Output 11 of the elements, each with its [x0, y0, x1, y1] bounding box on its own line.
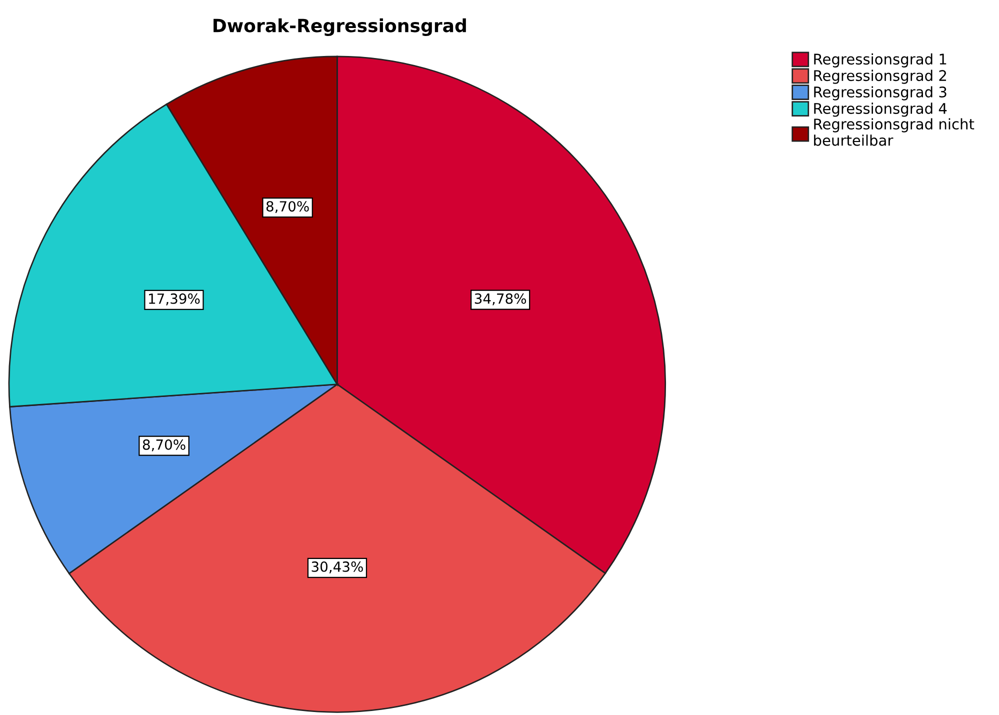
legend-label: Regressionsgrad 3 [814, 86, 946, 100]
legend-label: Regressionsgrad 2 [814, 70, 946, 84]
data-label: 34,78% [474, 293, 526, 306]
data-label: 8,70% [142, 439, 186, 452]
chart-title: Dworak-Regressionsgrad [214, 18, 466, 36]
legend-label: Regressionsgrad 4 [814, 102, 947, 117]
legend-label: Regressionsgrad nicht beurteilbar [814, 118, 974, 146]
data-label: 30,43% [312, 561, 363, 574]
legend-label: Regressionsgrad 1 [814, 53, 946, 68]
data-label: 17,39% [149, 293, 200, 306]
data-label: 8,70% [266, 201, 309, 213]
